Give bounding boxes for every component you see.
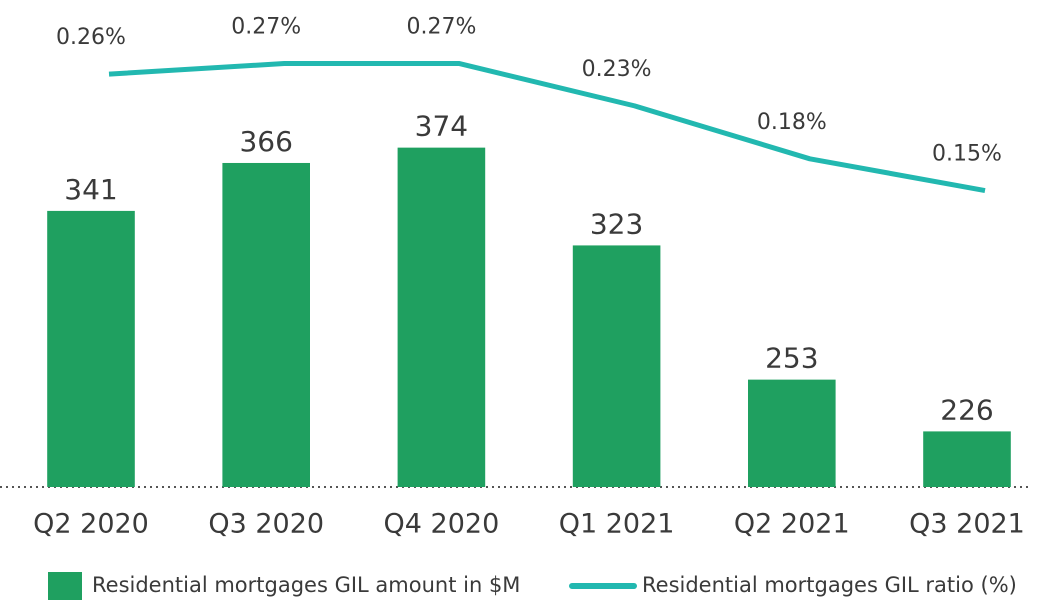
legend-label: Residential mortgages GIL ratio (%) — [642, 573, 1017, 597]
bar — [923, 431, 1011, 487]
bar — [572, 245, 661, 487]
bar-value-label: 226 — [940, 393, 993, 426]
x-tick-label: Q3 2021 — [909, 509, 1025, 540]
x-tick-label: Q4 2020 — [384, 509, 500, 540]
line-value-label: 0.15% — [932, 142, 1002, 167]
line-value-label: 0.23% — [582, 57, 652, 82]
bar-value-label: 366 — [239, 125, 292, 158]
bar-value-label: 374 — [415, 110, 468, 143]
x-tick-label: Q2 2021 — [734, 509, 850, 540]
line — [108, 61, 986, 194]
line-value-label: 0.18% — [757, 110, 827, 135]
line-value-label: 0.26% — [56, 25, 126, 50]
bar-value-label: 323 — [590, 207, 643, 240]
bar — [748, 379, 836, 487]
x-tick-label: Q2 2020 — [33, 509, 149, 540]
x-tick-label: Q1 2021 — [559, 509, 675, 540]
bar-value-label: 341 — [64, 173, 117, 206]
legend-label: Residential mortgages GIL amount in $M — [92, 573, 520, 597]
bar — [47, 210, 135, 487]
bar — [397, 147, 486, 488]
bar-value-label: 253 — [765, 342, 818, 375]
line-value-label: 0.27% — [406, 15, 476, 40]
bar — [222, 162, 310, 487]
x-tick-label: Q3 2020 — [208, 509, 324, 540]
line-value-label: 0.27% — [231, 15, 301, 40]
legend-swatch — [48, 572, 82, 600]
